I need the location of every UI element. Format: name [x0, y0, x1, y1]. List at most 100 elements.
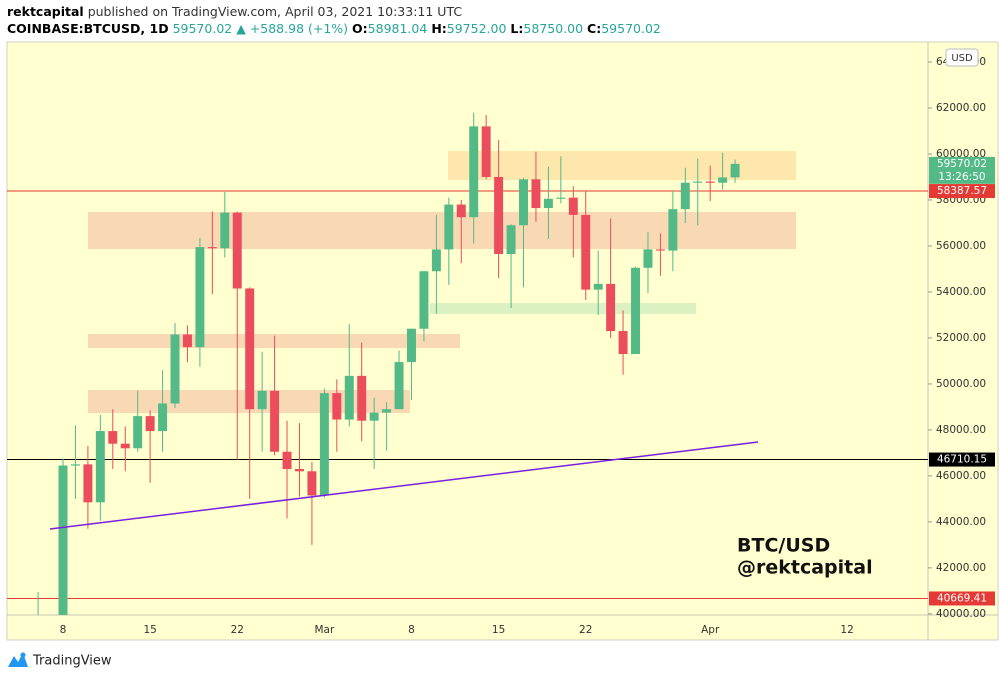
candle-body [631, 267, 641, 355]
candle-body [693, 181, 703, 183]
symbol-line: COINBASE:BTCUSD, 1D 59570.02 ▲ +588.98 (… [7, 21, 661, 36]
y-tick-label: 56000.00 [936, 240, 986, 252]
x-tick-label: 22 [231, 624, 244, 636]
zone [88, 334, 460, 348]
candle-body [282, 451, 292, 469]
x-tick-label: Mar [314, 624, 334, 636]
candle-body [270, 390, 280, 452]
y-tick-label: 44000.00 [936, 516, 986, 528]
ohlc-value: 58981.04 [368, 21, 428, 36]
candle-body [469, 126, 479, 218]
candle-body [606, 283, 616, 332]
candle-body [369, 412, 379, 421]
candle-body [419, 271, 429, 329]
candle-body [431, 249, 441, 272]
candle-body [319, 393, 329, 496]
candle-body [382, 409, 392, 413]
countdown: 13:26:50 [938, 171, 985, 183]
watermark: BTC/USD [737, 535, 830, 557]
last-price-box [929, 156, 995, 184]
candle-body [294, 468, 304, 472]
candle-body [120, 443, 130, 449]
ohlc-label: O: [352, 21, 368, 36]
y-tick-label: 62000.00 [936, 102, 986, 114]
zone [448, 151, 796, 180]
candle-body [568, 197, 578, 215]
y-tick-label: 40000.00 [936, 608, 986, 620]
price-label: 46710.15 [937, 454, 987, 466]
x-tick-label: 15 [492, 624, 505, 636]
price-label-box [929, 452, 995, 467]
candle-body [170, 334, 180, 404]
candle-body [9, 669, 18, 679]
candle-body [519, 179, 528, 226]
x-tick-label: 22 [579, 624, 592, 636]
candle-body [357, 375, 367, 421]
axes: 40000.00 42000.00 44000.00 46000.00 48000.00… [60, 56, 995, 636]
header-line: rektcapital published on TradingView.com… [7, 4, 462, 19]
zone [430, 303, 696, 314]
candle-body [643, 249, 653, 268]
brand-logo [8, 652, 28, 667]
ohlc-value: 58750.00 [523, 21, 583, 36]
candle-body [307, 471, 317, 496]
candle-body [145, 416, 155, 432]
ohlc-value: 59752.00 [447, 21, 507, 36]
candle-body [593, 283, 603, 290]
candle-body [394, 362, 404, 410]
change: ▲ +588.98 (+1%) [236, 21, 348, 36]
candle-body [158, 403, 168, 432]
candle-body [655, 249, 665, 251]
candle-body [182, 334, 192, 348]
y-tick-label: 52000.00 [936, 332, 986, 344]
ohlc-label: H: [431, 21, 446, 36]
ohlc-label: C: [587, 21, 601, 36]
currency-box [945, 48, 979, 67]
candle-body [70, 464, 80, 466]
price-lines [7, 190, 928, 599]
ohlc-label: L: [510, 21, 523, 36]
candle-body [556, 197, 566, 199]
y-tick-label: 50000.00 [936, 378, 986, 390]
candle-body [58, 465, 68, 615]
price-label: 40669.41 [937, 592, 987, 604]
candle-body [705, 181, 715, 183]
candle-body [108, 431, 118, 444]
x-tick-label: 15 [143, 624, 156, 636]
candle-body [407, 328, 416, 363]
candle-body [543, 198, 553, 209]
y-tick-label: 46000.00 [936, 470, 986, 482]
x-tick-label: Apr [701, 624, 720, 636]
price-label-box [929, 184, 995, 199]
candle-body [581, 214, 591, 290]
last: 59570.02 [173, 21, 233, 36]
candle-body [232, 212, 242, 289]
ohlc-value: 59570.02 [601, 21, 661, 36]
candle-body [207, 247, 217, 249]
publisher: rektcapital [7, 4, 84, 19]
x-tick-label: 8 [60, 624, 67, 636]
watermark: @rektcapital [737, 557, 873, 579]
candle-body [494, 176, 504, 255]
y-tick-label: 54000.00 [936, 286, 986, 298]
trendline [49, 441, 759, 530]
zone [88, 212, 796, 249]
x-tick-label: 8 [408, 624, 415, 636]
price-label-box [929, 591, 995, 606]
candles [9, 112, 740, 679]
candle-body [83, 464, 93, 503]
candle-body [257, 390, 267, 410]
candle-body [680, 182, 690, 210]
zones [88, 151, 796, 413]
candle-body [195, 247, 205, 348]
candle-body [668, 209, 678, 251]
candle-body [618, 331, 628, 355]
last-price-label: 59570.02 [937, 158, 987, 170]
y-tick-label: 48000.00 [936, 424, 986, 436]
candle-body [133, 416, 143, 449]
candle-body [718, 177, 728, 183]
candle-body [456, 204, 466, 218]
candle-body [506, 225, 516, 255]
